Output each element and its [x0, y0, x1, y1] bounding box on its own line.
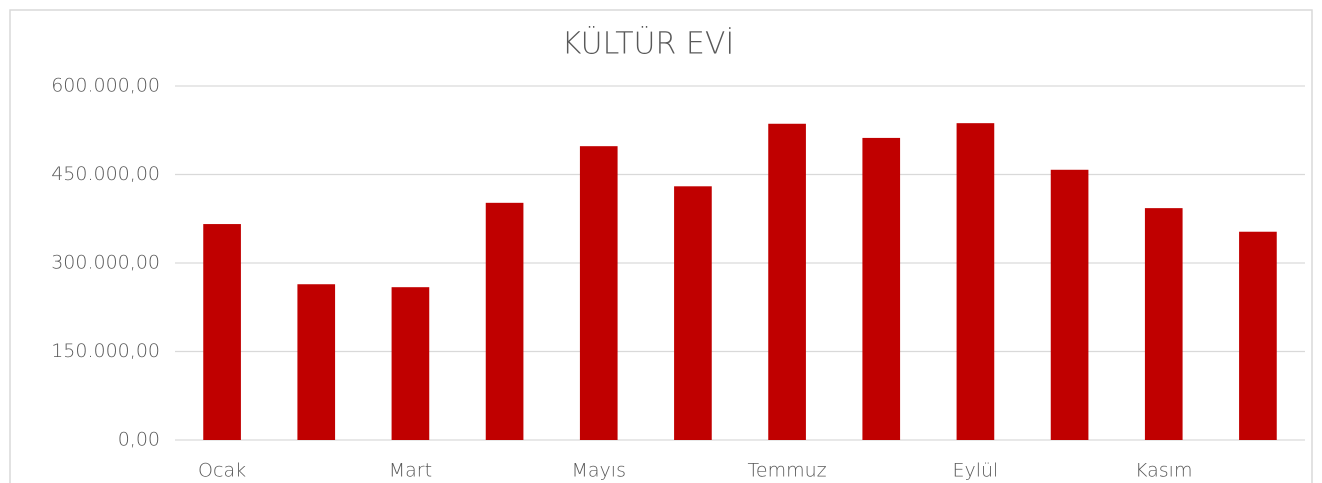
y-tick-label: 450.000,00 — [51, 163, 160, 185]
bar — [674, 186, 712, 440]
y-tick-label: 300.000,00 — [51, 252, 160, 274]
x-tick-label: Kasım — [1135, 460, 1192, 482]
bar — [1144, 208, 1183, 440]
x-tick-label: Temmuz — [748, 460, 827, 482]
y-tick-label: 0,00 — [118, 429, 160, 451]
bar — [485, 202, 524, 440]
bar — [862, 137, 901, 441]
bar — [1239, 231, 1277, 440]
chart-title: KÜLTÜR EVİ — [562, 26, 734, 62]
x-tick-label: Mart — [389, 460, 432, 482]
x-tick-label: Eylül — [952, 460, 998, 482]
y-tick-label: 150.000,00 — [51, 340, 160, 362]
bar — [297, 284, 336, 440]
bar — [1050, 169, 1089, 440]
x-tick-label: Ocak — [198, 460, 246, 482]
bar — [579, 146, 618, 440]
x-tick-label: Mayıs — [572, 460, 626, 482]
bar — [391, 287, 430, 440]
bar — [768, 123, 806, 440]
bar — [956, 123, 995, 441]
y-tick-label: 600.000,00 — [51, 75, 160, 97]
bar — [203, 224, 241, 440]
